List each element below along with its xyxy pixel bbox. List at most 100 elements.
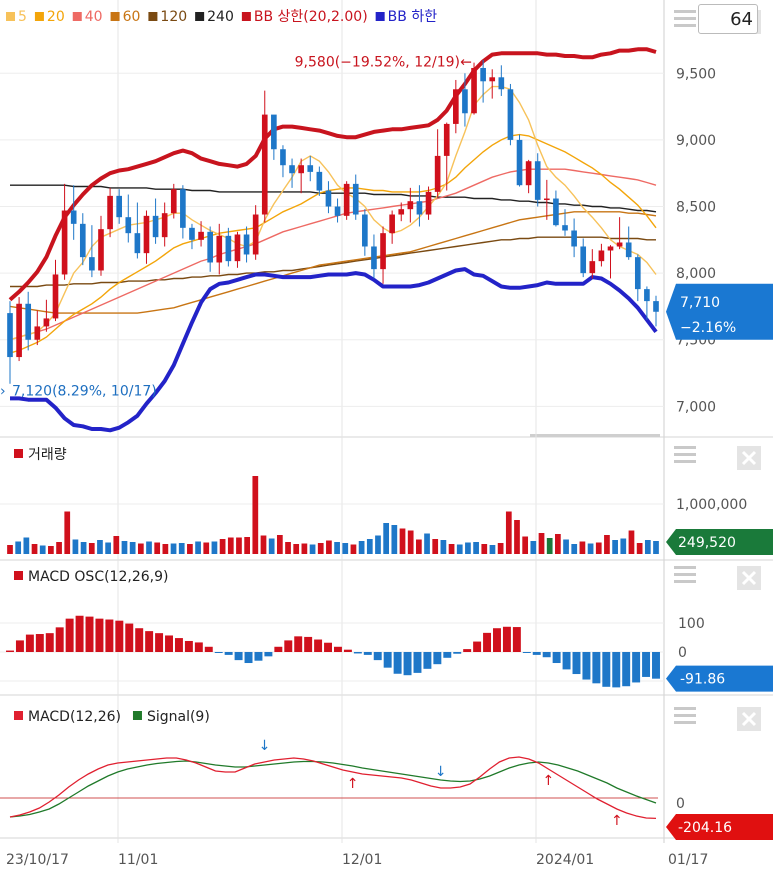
price-legend: 5 20 40 60 120 240 BB 상한(20,2.00) BB 하한 <box>6 9 437 25</box>
candle-body <box>543 198 550 201</box>
legend-item[interactable]: 40 <box>72 9 103 25</box>
candle-body <box>634 257 641 290</box>
osc-bar <box>592 652 601 684</box>
menu-bar <box>674 573 696 576</box>
menu-bar <box>674 453 696 456</box>
legend-swatch <box>14 711 23 720</box>
candle <box>398 202 405 222</box>
legend-swatch <box>34 12 44 21</box>
candle <box>89 225 95 278</box>
cross-up-arrow-icon: ↑ <box>347 776 359 792</box>
volume-bar <box>252 476 259 554</box>
legend-item[interactable]: 5 <box>6 9 27 25</box>
legend-swatch <box>148 12 158 21</box>
close-x <box>741 450 757 466</box>
volume-bar <box>309 544 316 554</box>
min-arrow-icon: › <box>0 383 6 399</box>
volume-bar <box>170 543 177 554</box>
candle-body <box>334 206 341 216</box>
osc-bar <box>145 631 154 652</box>
volume-bar <box>334 542 340 554</box>
legend-swatch <box>241 12 251 21</box>
scroll-thumb[interactable] <box>530 434 660 437</box>
menu-bar <box>674 10 696 13</box>
candle-body <box>598 250 605 262</box>
candle-body <box>261 114 268 215</box>
zoom-input[interactable]: 64 <box>698 4 758 34</box>
legend-item[interactable]: BB 상한(20,2.00) <box>241 9 368 25</box>
candle-body <box>516 139 523 186</box>
volume-bar <box>358 541 365 554</box>
volume-bar <box>211 541 218 554</box>
legend-item[interactable]: 240 <box>195 9 234 25</box>
legend-label: 40 <box>85 9 103 25</box>
menu-icon[interactable] <box>674 707 696 724</box>
close-icon[interactable] <box>737 446 761 470</box>
legend-item[interactable]: 120 <box>148 9 187 25</box>
candle <box>225 227 232 267</box>
legend-item[interactable]: BB 하한 <box>375 9 438 25</box>
candle <box>516 134 523 187</box>
osc-bar <box>284 640 293 652</box>
candle-body <box>134 233 141 254</box>
menu-icon[interactable] <box>674 10 696 27</box>
volume-bar <box>375 535 381 554</box>
candle-body <box>407 201 414 210</box>
candle <box>252 205 259 260</box>
panel-frames <box>0 0 773 843</box>
volume-bar <box>366 539 373 554</box>
legend-swatch <box>375 12 385 21</box>
osc-bar <box>75 615 84 652</box>
macd-last-value: -204.16 <box>678 820 732 836</box>
candle <box>16 297 22 362</box>
candle <box>471 62 477 115</box>
candle-body <box>89 257 95 271</box>
osc-bar <box>165 635 173 652</box>
candle-body <box>189 227 195 240</box>
volume-bar <box>612 540 618 554</box>
legend-item[interactable]: 60 <box>110 9 141 25</box>
candle <box>453 79 459 134</box>
menu-icon[interactable] <box>674 446 696 463</box>
close-icon[interactable] <box>737 566 761 590</box>
osc-bar <box>85 616 94 652</box>
candle <box>389 210 395 244</box>
candle <box>271 114 277 160</box>
candle <box>43 299 50 332</box>
candle-body <box>16 303 22 358</box>
menu-bar <box>674 707 696 710</box>
candle <box>234 231 241 268</box>
volume-bar <box>571 544 578 554</box>
x-tick-label: 2024/01 <box>536 852 594 868</box>
candle <box>216 223 223 275</box>
candle <box>380 226 386 284</box>
osc-bar <box>443 652 452 658</box>
candle-body <box>534 161 541 200</box>
cross-up-arrow-icon: ↑ <box>542 773 554 789</box>
osc-bar <box>552 652 561 664</box>
osc-tick-label: 0 <box>678 645 687 661</box>
close-icon[interactable] <box>737 707 761 731</box>
menu-icon[interactable] <box>674 566 696 583</box>
candle <box>143 210 150 264</box>
volume-bar <box>88 543 95 554</box>
candle-body <box>271 114 277 150</box>
legend-item[interactable]: 20 <box>34 9 65 25</box>
candle <box>334 198 341 223</box>
osc-bar <box>453 652 462 654</box>
candle-body <box>480 67 486 82</box>
candle-body <box>434 155 441 192</box>
candle <box>198 221 204 247</box>
candle-body <box>589 261 596 274</box>
volume-bar <box>432 539 439 554</box>
candle <box>152 198 159 244</box>
price-tick-label: 9,500 <box>676 66 716 82</box>
candle-body <box>489 77 496 82</box>
osc-bar <box>224 652 233 655</box>
candle-body <box>280 149 286 166</box>
volume-bar <box>48 546 54 554</box>
candle <box>571 218 577 258</box>
osc-bar <box>234 652 243 661</box>
